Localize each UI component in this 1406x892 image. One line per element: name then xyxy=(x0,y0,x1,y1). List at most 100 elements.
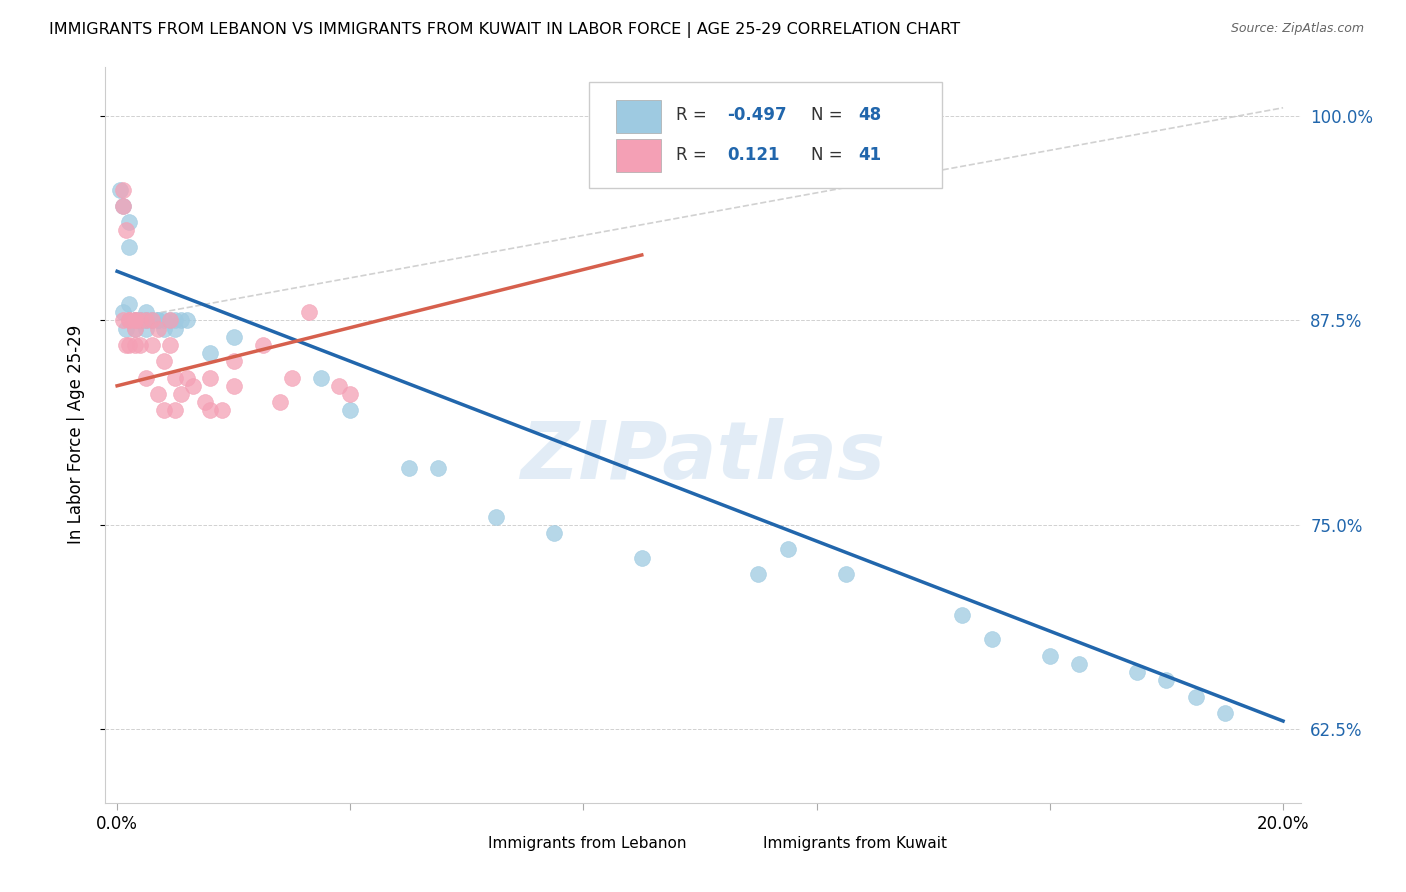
Point xyxy=(165,370,187,384)
Point xyxy=(118,313,141,327)
Point xyxy=(193,395,215,409)
Text: ZIPatlas: ZIPatlas xyxy=(520,418,886,496)
Point xyxy=(152,321,174,335)
Point xyxy=(135,313,157,327)
Text: IMMIGRANTS FROM LEBANON VS IMMIGRANTS FROM KUWAIT IN LABOR FORCE | AGE 25-29 COR: IMMIGRANTS FROM LEBANON VS IMMIGRANTS FR… xyxy=(49,22,960,38)
Point xyxy=(124,313,146,327)
Point xyxy=(152,354,174,368)
Text: 48: 48 xyxy=(858,106,882,125)
Text: Immigrants from Kuwait: Immigrants from Kuwait xyxy=(762,836,946,851)
Point xyxy=(124,321,146,335)
Point xyxy=(108,183,131,197)
Point xyxy=(1067,657,1090,671)
Point xyxy=(747,566,769,581)
Point xyxy=(111,183,134,197)
Point xyxy=(1126,665,1149,679)
Point xyxy=(129,313,152,327)
Point xyxy=(165,403,187,417)
Point xyxy=(129,338,152,352)
Point xyxy=(146,313,169,327)
Point xyxy=(135,305,157,319)
Point xyxy=(111,199,134,213)
Point xyxy=(152,403,174,417)
Bar xyxy=(446,830,479,855)
FancyBboxPatch shape xyxy=(589,81,942,188)
Point xyxy=(181,379,204,393)
Point xyxy=(398,460,420,475)
Point xyxy=(146,321,169,335)
Point xyxy=(1156,673,1178,687)
Point xyxy=(200,346,222,360)
Point xyxy=(111,199,134,213)
Point xyxy=(115,338,138,352)
Point xyxy=(211,403,233,417)
Point xyxy=(339,387,361,401)
Text: 0.121: 0.121 xyxy=(727,146,779,164)
Text: 41: 41 xyxy=(858,146,882,164)
Point xyxy=(124,338,146,352)
Point xyxy=(485,509,508,524)
Point xyxy=(118,338,141,352)
Point xyxy=(776,542,799,557)
Point xyxy=(222,330,245,344)
Point xyxy=(952,607,974,622)
Point xyxy=(1213,706,1236,720)
Point xyxy=(111,305,134,319)
Text: R =: R = xyxy=(675,146,711,164)
Point xyxy=(328,379,350,393)
Point xyxy=(135,313,157,327)
Bar xyxy=(616,100,661,133)
Point xyxy=(159,313,181,327)
Point xyxy=(152,313,174,327)
Point xyxy=(252,338,274,352)
Point xyxy=(339,403,361,417)
Point xyxy=(146,313,169,327)
Point xyxy=(269,395,291,409)
Point xyxy=(159,338,181,352)
Point xyxy=(835,566,858,581)
Point xyxy=(124,321,146,335)
Point xyxy=(176,313,198,327)
Point xyxy=(309,370,332,384)
Text: Source: ZipAtlas.com: Source: ZipAtlas.com xyxy=(1230,22,1364,36)
Point xyxy=(124,313,146,327)
Point xyxy=(200,370,222,384)
Point xyxy=(980,632,1002,647)
Point xyxy=(111,313,134,327)
Point xyxy=(543,526,565,541)
Point xyxy=(1184,690,1206,704)
Y-axis label: In Labor Force | Age 25-29: In Labor Force | Age 25-29 xyxy=(66,326,84,544)
Point xyxy=(146,387,169,401)
Point xyxy=(630,550,652,565)
Text: R =: R = xyxy=(675,106,711,125)
Text: N =: N = xyxy=(810,146,848,164)
Text: N =: N = xyxy=(810,106,848,125)
Point xyxy=(124,313,146,327)
Bar xyxy=(721,830,755,855)
Point xyxy=(135,321,157,335)
Point xyxy=(200,403,222,417)
Point xyxy=(135,370,157,384)
Point xyxy=(426,460,449,475)
Point xyxy=(129,313,152,327)
Point xyxy=(298,305,321,319)
Point xyxy=(159,313,181,327)
Point xyxy=(135,313,157,327)
Point xyxy=(118,240,141,254)
Text: -0.497: -0.497 xyxy=(727,106,786,125)
Point xyxy=(141,313,163,327)
Point xyxy=(1039,648,1062,663)
Point xyxy=(176,370,198,384)
Point xyxy=(129,313,152,327)
Point xyxy=(118,297,141,311)
Point xyxy=(118,313,141,327)
Text: Immigrants from Lebanon: Immigrants from Lebanon xyxy=(488,836,686,851)
Point xyxy=(281,370,304,384)
Point xyxy=(165,321,187,335)
Point xyxy=(141,313,163,327)
Point xyxy=(129,313,152,327)
Point xyxy=(141,338,163,352)
Point xyxy=(222,379,245,393)
Point xyxy=(222,354,245,368)
Point xyxy=(115,321,138,335)
